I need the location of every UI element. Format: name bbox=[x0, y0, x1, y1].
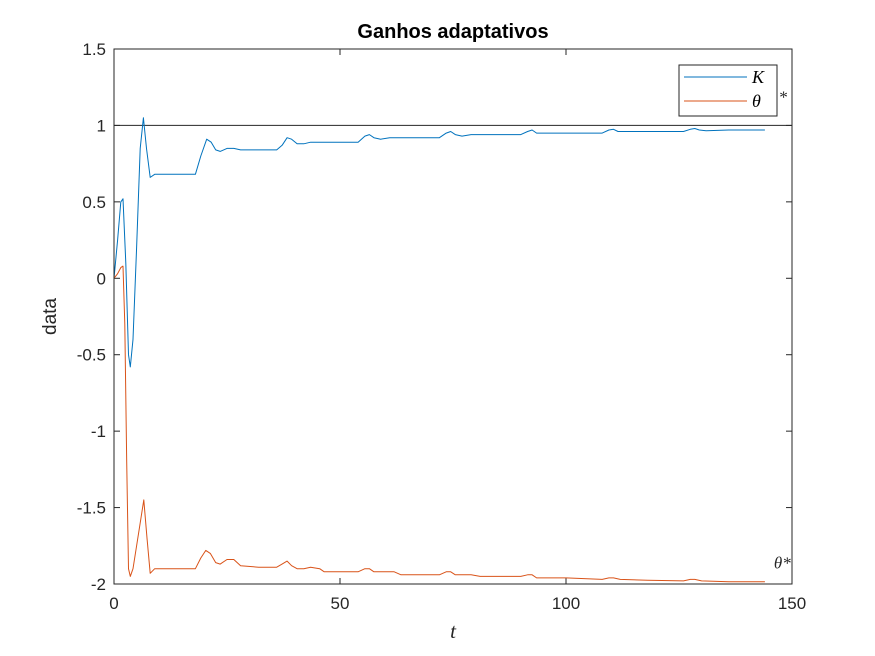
annotation-label: * bbox=[778, 88, 787, 107]
x-tick-label: 0 bbox=[109, 594, 118, 613]
y-tick-label: -0.5 bbox=[77, 346, 106, 365]
y-tick-label: -1 bbox=[91, 422, 106, 441]
x-tick-label: 150 bbox=[778, 594, 806, 613]
x-tick-label: 50 bbox=[331, 594, 350, 613]
y-tick-label: 1 bbox=[97, 116, 106, 135]
x-axis-label: t bbox=[450, 619, 457, 643]
legend-box bbox=[678, 64, 778, 117]
y-tick-label: 0 bbox=[97, 269, 106, 288]
ticks-layer: 0 50 100 150 1.5 1 0.5 0 -0.5 -1 -1.5 -2 bbox=[77, 40, 806, 613]
plot-area bbox=[114, 49, 792, 584]
y-tick-label: 1.5 bbox=[82, 40, 106, 59]
series-layer bbox=[113, 117, 765, 583]
y-axis-label: data bbox=[40, 298, 61, 335]
y-tick-label: -1.5 bbox=[77, 499, 106, 518]
legend-label-theta: θ bbox=[752, 91, 761, 111]
legend: K θ bbox=[678, 64, 778, 117]
y-tick-label: 0.5 bbox=[82, 193, 106, 212]
y-tick-label: -2 bbox=[91, 575, 106, 594]
legend-label-k: K bbox=[751, 67, 765, 87]
annotations-layer: * θ* bbox=[774, 88, 791, 573]
series-line-0 bbox=[113, 117, 765, 368]
plot-frame bbox=[113, 48, 793, 585]
chart-title: Ganhos adaptativos bbox=[357, 21, 548, 43]
series-line-1 bbox=[113, 265, 765, 583]
x-tick-label: 100 bbox=[552, 594, 580, 613]
annotation-label: θ* bbox=[774, 554, 791, 573]
